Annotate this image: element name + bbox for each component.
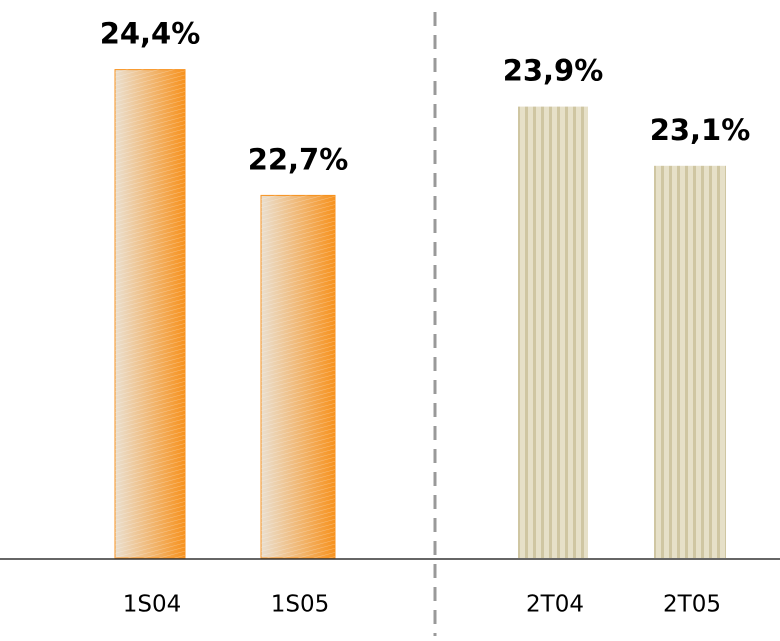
bar	[654, 165, 726, 559]
bar-hatch	[115, 69, 185, 558]
value-label: 24,4%	[100, 17, 201, 51]
value-label: 23,9%	[503, 54, 604, 88]
bar-hatch	[261, 195, 335, 558]
bar	[518, 106, 588, 558]
value-label: 22,7%	[248, 142, 349, 176]
x-tick-label: 1S05	[271, 592, 330, 618]
value-label: 23,1%	[650, 113, 751, 147]
x-tick-label: 2T04	[526, 592, 584, 618]
x-tick-label: 1S04	[123, 592, 182, 618]
x-tick-label: 2T05	[663, 592, 721, 618]
